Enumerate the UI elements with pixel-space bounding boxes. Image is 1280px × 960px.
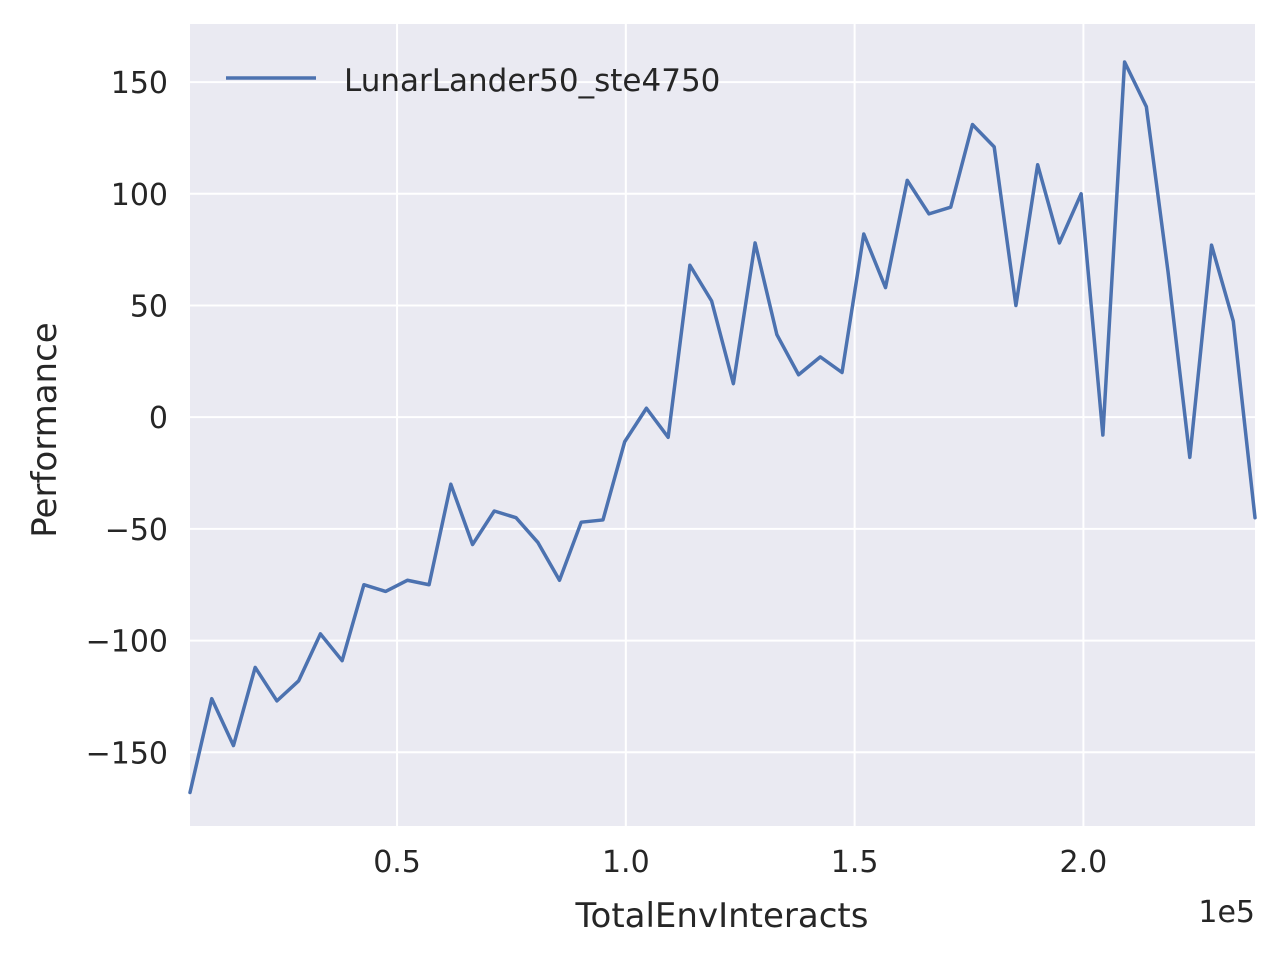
x-tick-label: 1.0 [602, 845, 650, 880]
y-tick-label: −100 [86, 625, 168, 660]
x-tick-label: 0.5 [373, 845, 421, 880]
series-line [188, 60, 1257, 795]
y-axis-ticks: 150 100 50 0 −50 −100 −150 [86, 66, 168, 771]
y-tick-label: 150 [111, 66, 168, 101]
y-axis-label: Performance [25, 322, 65, 537]
y-tick-label: −50 [105, 513, 168, 548]
x-axis-ticks: 0.5 1.0 1.5 2.0 [373, 845, 1107, 880]
legend-label: LunarLander50_ste4750 [344, 63, 720, 99]
plot-background [190, 24, 1255, 826]
x-axis-offset-label: 1e5 [1198, 895, 1255, 930]
grid-lines [190, 24, 1255, 826]
x-axis-label: TotalEnvInteracts [575, 896, 869, 936]
series-lines [188, 60, 1257, 795]
y-tick-label: 0 [149, 401, 168, 436]
y-tick-label: 50 [130, 289, 168, 324]
x-tick-label: 1.5 [831, 845, 879, 880]
y-tick-label: 100 [111, 178, 168, 213]
x-tick-label: 2.0 [1060, 845, 1108, 880]
legend: LunarLander50_ste4750 [226, 63, 720, 99]
y-tick-label: −150 [86, 736, 168, 771]
